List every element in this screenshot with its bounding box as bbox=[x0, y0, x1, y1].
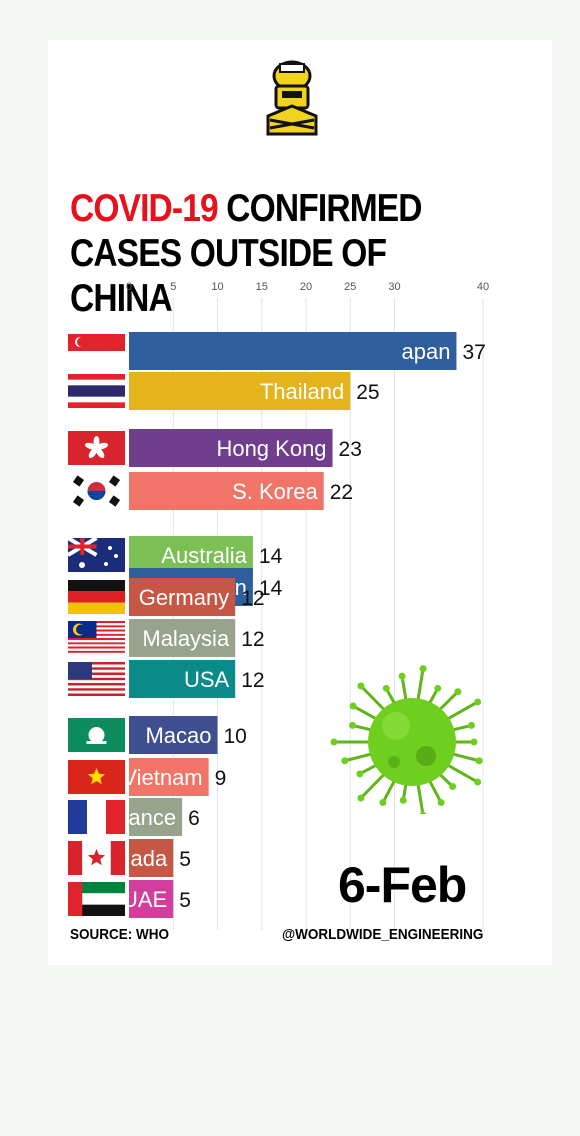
bar-label: ance bbox=[128, 805, 176, 830]
bar-group-vietnam: Vietnam 9 bbox=[122, 758, 227, 796]
bar-value: 25 bbox=[356, 381, 379, 404]
bar bbox=[129, 619, 236, 657]
bars: Singapore28apan37Thailand25Hong Kong23S.… bbox=[122, 332, 486, 918]
malaysia-flag-icon bbox=[68, 621, 125, 655]
bar-value: 5 bbox=[179, 848, 191, 871]
bar bbox=[129, 372, 351, 410]
bar-value: 12 bbox=[241, 587, 264, 610]
bar-group-canada: ada 5 bbox=[129, 839, 191, 877]
coronavirus-icon bbox=[330, 665, 483, 814]
title-highlight: COVID-19 bbox=[70, 187, 219, 230]
bar-label: Germany bbox=[139, 585, 229, 610]
macao-flag-icon bbox=[68, 718, 125, 752]
vietnam-flag-icon bbox=[68, 760, 125, 794]
bar-group-uae: UAE 5 bbox=[122, 880, 191, 918]
bar bbox=[129, 536, 253, 574]
handle-label: @WORLDWIDE_ENGINEERING bbox=[282, 926, 484, 943]
bar bbox=[129, 472, 324, 510]
canada-flag-icon bbox=[68, 841, 125, 875]
singapore-flag-icon bbox=[68, 334, 125, 368]
x-tick-label: 40 bbox=[477, 281, 489, 293]
bar-label: Australia bbox=[161, 543, 247, 568]
bar-value: 12 bbox=[241, 628, 264, 651]
france-flag-icon bbox=[68, 800, 125, 834]
bar-value: 22 bbox=[330, 481, 353, 504]
title-line1: CONFIRMED bbox=[226, 187, 422, 230]
engineer-mascot-icon bbox=[266, 60, 318, 136]
usa-flag-icon bbox=[68, 662, 125, 696]
hongkong-flag-icon bbox=[68, 431, 125, 465]
bar-group-hongkong: Hong Kong 23 bbox=[129, 429, 362, 467]
bar-label: Thailand bbox=[260, 379, 344, 404]
bar-value: 6 bbox=[188, 807, 200, 830]
x-tick-label: 30 bbox=[388, 281, 400, 293]
bar-group-thailand: Thailand 25 bbox=[129, 372, 380, 410]
bar-label: Macao bbox=[145, 723, 211, 748]
thailand-flag-icon bbox=[68, 374, 125, 408]
bar-group-usa: USA 12 bbox=[129, 660, 265, 698]
bar-label: UAE bbox=[122, 887, 167, 912]
bar-value: 10 bbox=[224, 725, 247, 748]
bar-label: Hong Kong bbox=[216, 436, 326, 461]
source-label: SOURCE: WHO bbox=[70, 926, 169, 943]
uae-flag-icon bbox=[68, 882, 125, 916]
bar-value: 14 bbox=[259, 545, 283, 568]
chart-title: COVID-19 CONFIRMED CASES OUTSIDE OF CHIN… bbox=[70, 186, 466, 321]
bar bbox=[129, 798, 183, 836]
bar-value: 14 bbox=[259, 577, 283, 600]
bar-label: ada bbox=[131, 846, 168, 871]
bar-label: S. Korea bbox=[232, 479, 318, 504]
bar-group-malaysia: Malaysia 12 bbox=[129, 619, 265, 657]
bar-group-australia: Australia 14 bbox=[129, 536, 283, 574]
bar-label: apan bbox=[401, 339, 450, 364]
korea-flag-icon bbox=[68, 474, 125, 508]
bar-value: 5 bbox=[179, 889, 191, 912]
date-label: 6-Feb bbox=[338, 857, 467, 913]
bar-group-skorea: S. Korea 22 bbox=[129, 472, 353, 510]
x-tick-label: 5 bbox=[170, 281, 176, 293]
x-axis-ticks: 0 5 10 15 20 25 30 40 bbox=[126, 281, 489, 293]
x-tick-label: 0 bbox=[126, 281, 132, 293]
bar bbox=[129, 880, 174, 918]
bar-value: 9 bbox=[215, 767, 227, 790]
bar-group-germany: Germany 12 bbox=[129, 578, 265, 616]
bar bbox=[129, 758, 209, 796]
bar bbox=[129, 660, 236, 698]
bar-label: Malaysia bbox=[142, 626, 230, 651]
bar-label: USA bbox=[184, 667, 230, 692]
title-line2: CASES OUTSIDE OF CHINA bbox=[70, 232, 387, 320]
bar bbox=[129, 578, 236, 616]
x-tick-label: 10 bbox=[211, 281, 223, 293]
bar-group-japan: apan 37 bbox=[129, 332, 486, 370]
bar-value: 12 bbox=[241, 669, 264, 692]
x-tick-label: 25 bbox=[344, 281, 356, 293]
bar-label: Vietnam bbox=[122, 765, 202, 790]
germany-flag-icon bbox=[68, 580, 125, 614]
x-tick-label: 20 bbox=[300, 281, 312, 293]
bar-value: 37 bbox=[462, 341, 485, 364]
australia-flag-icon bbox=[66, 536, 125, 572]
bar-group-macao: Macao 10 bbox=[129, 716, 247, 754]
bar-group-france: ance 6 bbox=[128, 798, 200, 836]
x-tick-label: 15 bbox=[256, 281, 268, 293]
bar bbox=[129, 332, 457, 370]
bar bbox=[129, 429, 333, 467]
flag-column bbox=[66, 334, 125, 916]
bar bbox=[129, 716, 218, 754]
bar bbox=[129, 839, 174, 877]
bar-value: 23 bbox=[339, 438, 362, 461]
